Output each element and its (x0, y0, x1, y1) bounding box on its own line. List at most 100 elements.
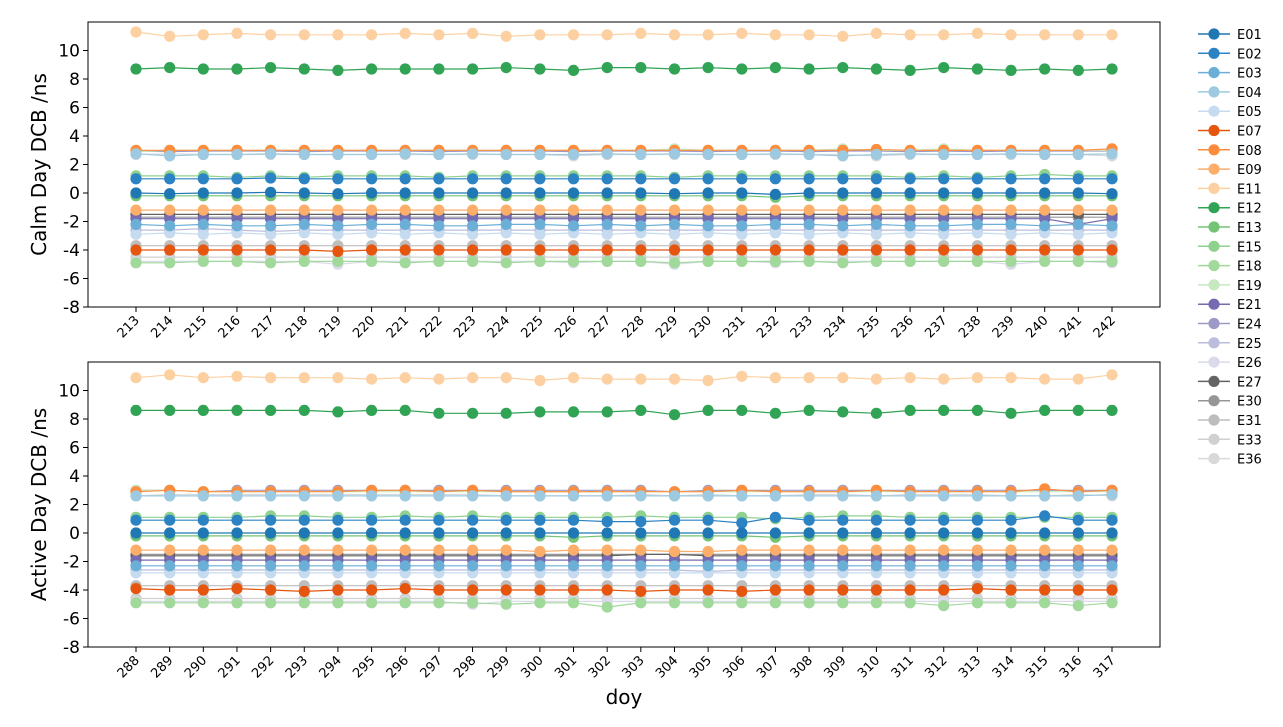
data-point (534, 63, 545, 74)
data-point (804, 173, 815, 184)
data-point (1106, 584, 1117, 595)
x-tick-label: 297 (418, 653, 446, 681)
data-point (400, 257, 411, 268)
x-tick-label: 237 (922, 313, 950, 341)
data-point (467, 256, 478, 267)
data-point (265, 584, 276, 595)
data-point (130, 372, 141, 383)
data-point (602, 516, 613, 527)
data-point (905, 527, 916, 538)
y-tick-label: 8 (69, 410, 80, 430)
data-point (198, 490, 209, 501)
data-point (703, 405, 714, 416)
data-point (332, 188, 343, 199)
data-point (433, 515, 444, 526)
data-point (130, 583, 141, 594)
x-tick-label: 289 (148, 653, 176, 681)
data-point (265, 220, 276, 231)
y-axis-label: Calm Day DCB /ns (27, 73, 51, 256)
legend-marker (1208, 28, 1219, 39)
x-tick-label: 292 (249, 653, 277, 681)
data-point (400, 372, 411, 383)
data-point (871, 515, 882, 526)
data-point (1073, 527, 1084, 538)
x-tick-label: 224 (485, 313, 513, 341)
data-point (669, 188, 680, 199)
data-point (972, 405, 983, 416)
data-point (770, 527, 781, 538)
data-point (164, 584, 175, 595)
data-point (770, 205, 781, 216)
legend-marker (1208, 48, 1219, 59)
data-point (635, 62, 646, 73)
data-point (871, 173, 882, 184)
x-tick-label: 232 (754, 313, 782, 341)
data-point (433, 374, 444, 385)
data-point (871, 374, 882, 385)
data-point (736, 173, 747, 184)
panel-2: -8-6-4-20246810288 289 290 291 292 293 294 295 2… (27, 362, 1160, 709)
data-point (1073, 29, 1084, 40)
data-point (871, 408, 882, 419)
data-point (198, 244, 209, 255)
data-point (972, 597, 983, 608)
data-point (332, 149, 343, 160)
data-point (804, 187, 815, 198)
data-point (568, 244, 579, 255)
data-point (804, 229, 815, 240)
data-point (164, 515, 175, 526)
data-point (130, 187, 141, 198)
data-point (366, 149, 377, 160)
legend-item-e31: E31 (1198, 414, 1262, 429)
data-point (467, 244, 478, 255)
data-point (1073, 560, 1084, 571)
data-point (534, 256, 545, 267)
data-point (366, 560, 377, 571)
data-point (972, 219, 983, 230)
data-point (1039, 545, 1050, 556)
data-point (433, 29, 444, 40)
data-point (602, 406, 613, 417)
data-point (972, 205, 983, 216)
data-point (164, 490, 175, 501)
data-point (433, 205, 444, 216)
data-point (130, 527, 141, 538)
data-point (938, 545, 949, 556)
data-point (770, 189, 781, 200)
data-point (938, 173, 949, 184)
data-point (433, 584, 444, 595)
x-tick-label: 234 (821, 313, 849, 341)
data-point (905, 372, 916, 383)
x-tick-label: 300 (519, 653, 547, 681)
data-point (635, 28, 646, 39)
data-point (299, 205, 310, 216)
legend-marker (1208, 86, 1219, 97)
data-point (635, 173, 646, 184)
x-tick-label: 296 (384, 653, 412, 681)
data-point (1039, 29, 1050, 40)
data-point (635, 405, 646, 416)
data-point (1106, 405, 1117, 416)
data-point (602, 256, 613, 267)
data-point (1039, 560, 1050, 571)
data-point (804, 597, 815, 608)
data-point (366, 527, 377, 538)
data-point (938, 374, 949, 385)
x-tick-label: 313 (956, 653, 984, 681)
data-point (400, 515, 411, 526)
x-tick-label: 305 (687, 653, 715, 681)
data-point (1039, 405, 1050, 416)
data-point (332, 256, 343, 267)
data-point (467, 220, 478, 231)
data-point (366, 545, 377, 556)
legend-item-e27: E27 (1198, 375, 1262, 390)
data-point (231, 490, 242, 501)
data-point (871, 244, 882, 255)
data-point (669, 229, 680, 240)
data-point (400, 545, 411, 556)
data-point (366, 584, 377, 595)
x-tick-label: 226 (552, 313, 580, 341)
data-point (1039, 173, 1050, 184)
data-point (164, 527, 175, 538)
